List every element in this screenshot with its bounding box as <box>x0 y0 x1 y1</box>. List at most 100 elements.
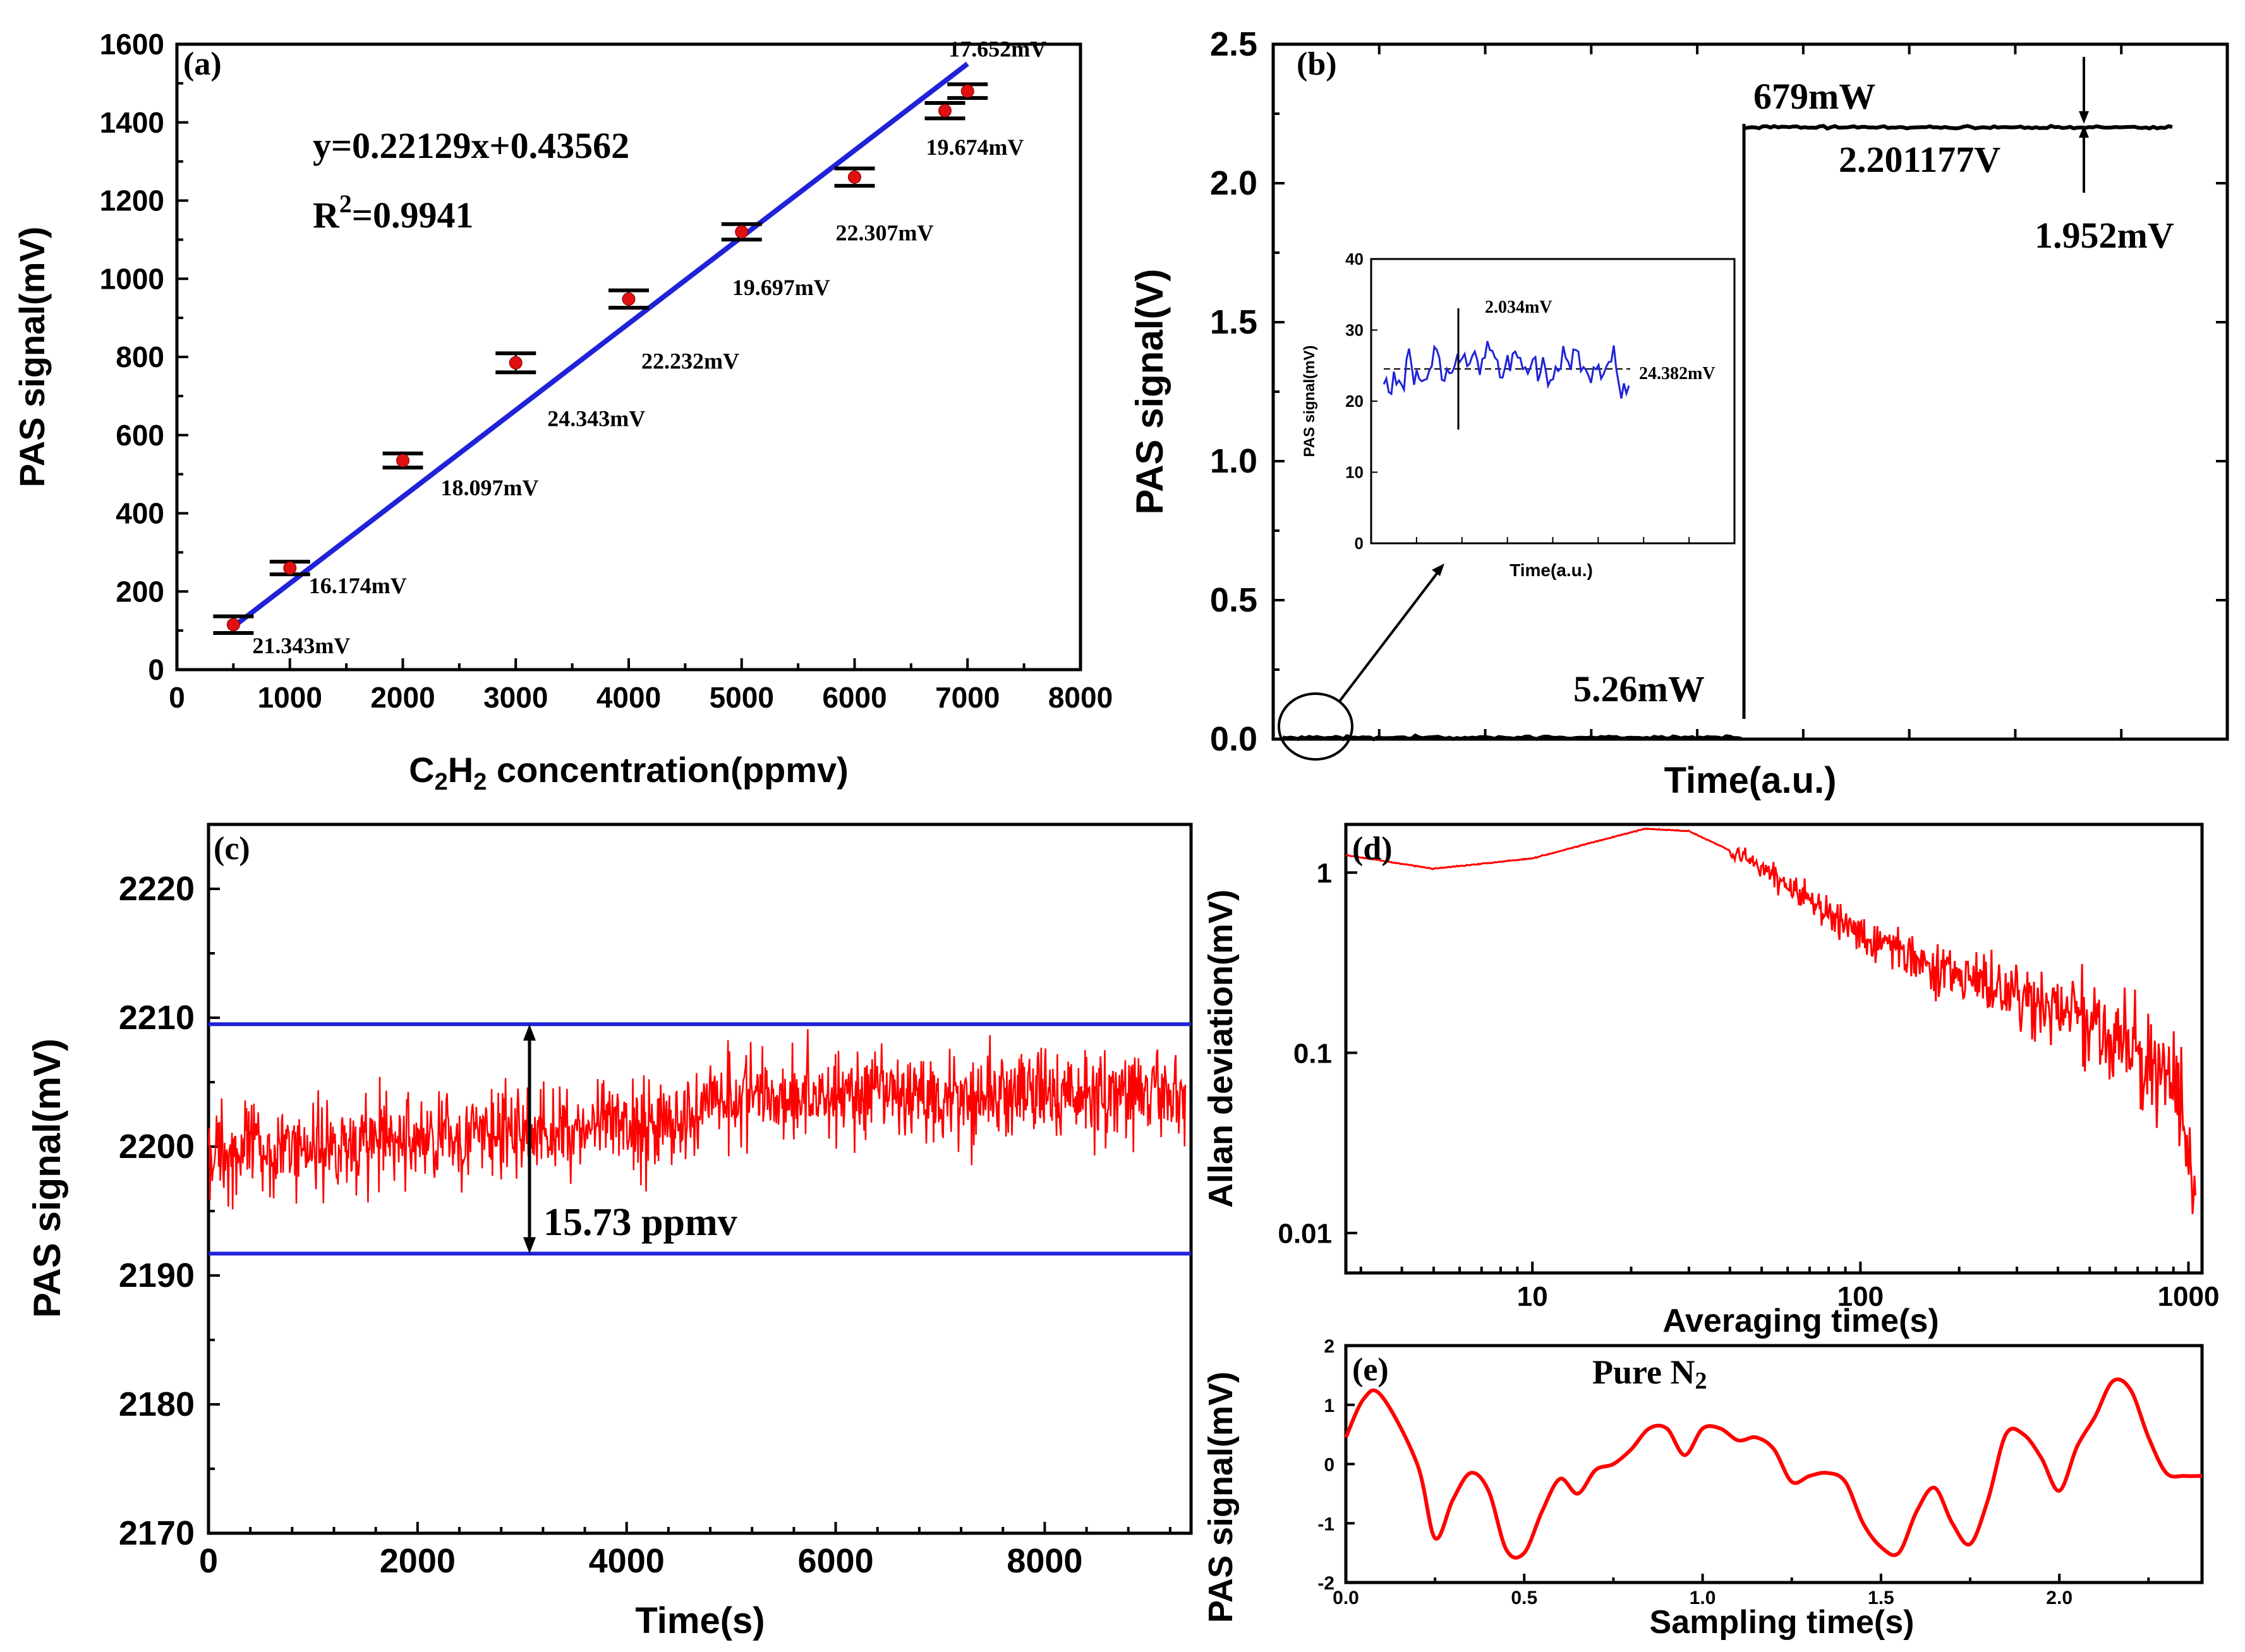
panel-b-y-tick-label: 1.0 <box>1210 442 1257 480</box>
panel-b-high-power-label: 679mW <box>1753 76 1875 117</box>
panel-a: 0 1000 2000 3000 4000 5000 6000 7000 8000 0 200 400… <box>12 28 1113 795</box>
panel-a-error-label: 19.674mV <box>926 135 1024 160</box>
panel-e-y-axis-label: PAS signal(mV) <box>1202 1372 1240 1623</box>
panel-a-error-label: 24.343mV <box>547 406 645 431</box>
panel-c-y-tick-label: 2190 <box>119 1257 195 1294</box>
panel-a-y-tick-label: 600 <box>116 419 164 452</box>
panel-a-y-tick-label: 0 <box>148 653 164 686</box>
panel-a-x-tick-label: 4000 <box>596 681 661 714</box>
panel-b-inset-frame <box>1370 258 1736 545</box>
panel-d-y-tick-label: 1 <box>1317 858 1332 889</box>
panel-b-inset-trace <box>1383 341 1630 399</box>
panel-c-frame <box>207 823 1193 1535</box>
panel-b-y-tick-label: 2.5 <box>1210 25 1257 63</box>
panel-e-y-tick-label: -2 <box>1317 1573 1334 1594</box>
panel-c: 0 2000 4000 6000 8000 2170 2180 2190 2200 2210 222… <box>26 823 1193 1641</box>
panel-c-y-tick-label: 2210 <box>119 999 195 1037</box>
panel-a-error-label: 18.097mV <box>441 475 539 500</box>
panel-b-y-tick-label: 0.5 <box>1210 581 1257 619</box>
panel-d-y-tick-label: 0.1 <box>1293 1038 1332 1069</box>
panel-e-x-tick-label: 0.0 <box>1333 1588 1359 1608</box>
panel-a-x-tick-label: 6000 <box>822 681 887 714</box>
panel-a-x-tick-label: 2000 <box>370 681 435 714</box>
panel-c-label: (c) <box>214 831 250 867</box>
panel-a-y-tick-label: 1200 <box>100 184 164 217</box>
panel-d: 10 100 1000 0.01 0.1 1 (d) Allan deviation(mV… <box>1202 823 2220 1339</box>
panel-e-x-tick-label: 1.5 <box>1868 1588 1894 1608</box>
panel-b-inset-y-tick-label: 30 <box>1345 321 1364 340</box>
panel-e-x-axis-label: Sampling time(s) <box>1650 1604 1915 1641</box>
panel-d-y-tick-label: 0.01 <box>1278 1219 1332 1250</box>
panel-e-label: (e) <box>1352 1352 1389 1388</box>
panel-c-y-tick-label: 2200 <box>119 1128 195 1166</box>
panel-a-data-point <box>938 104 952 118</box>
panel-a-y-tick-label: 1000 <box>100 262 164 295</box>
panel-a-r-squared: R2=0.9941 <box>313 190 473 236</box>
panel-a-data-point <box>396 454 409 467</box>
panel-d-allan-trace <box>1345 827 2196 1214</box>
panel-a-y-axis-label: PAS signal(mV) <box>12 227 52 488</box>
panel-a-y-tick-label: 400 <box>116 497 164 530</box>
panel-e-frame <box>1344 1344 2204 1584</box>
panel-e-signal-trace <box>1344 1377 2203 1560</box>
panel-d-y-axis-label: Allan deviation(mV) <box>1202 889 1240 1208</box>
panel-e-y-tick-label: -1 <box>1317 1514 1334 1534</box>
panel-a-error-label: 17.652mV <box>948 36 1046 61</box>
panel-a-x-tick-label: 7000 <box>935 681 1000 714</box>
panel-b-noise-arrowhead-bottom <box>2079 125 2089 138</box>
panel-a-data-point <box>226 618 240 632</box>
panel-c-x-tick-label: 0 <box>199 1542 218 1580</box>
panel-c-signal-trace <box>207 1028 1187 1210</box>
panel-b-inset-y-tick-label: 0 <box>1355 534 1364 553</box>
panel-a-data-point <box>735 225 749 239</box>
panel-a-x-tick-label: 1000 <box>258 681 322 714</box>
panel-b-high-value-label: 2.201177V <box>1839 139 2000 180</box>
panel-c-y-tick-label: 2170 <box>119 1514 195 1552</box>
panel-b: 0.0 0.5 1.0 1.5 2.0 2.5 679mW 2.201177V 1.952… <box>1129 25 2229 801</box>
panel-b-inset: 0 10 20 30 40 2.034mV 24.382mV PAS signal(mV… <box>1301 250 1736 580</box>
panel-a-error-label: 16.174mV <box>309 573 407 598</box>
panel-b-inset-y-tick-label: 10 <box>1345 463 1364 482</box>
panel-a-y-tick-label: 800 <box>116 341 164 373</box>
panel-a-x-tick-label: 0 <box>169 681 185 714</box>
panel-e-x-tick-label: 1.0 <box>1690 1588 1716 1608</box>
panel-b-inset-noise-label: 2.034mV <box>1485 298 1552 317</box>
panel-b-inset-y-axis-label: PAS signal(mV) <box>1301 346 1318 457</box>
panel-b-inset-mean-label: 24.382mV <box>1639 364 1716 383</box>
panel-d-label: (d) <box>1352 831 1393 867</box>
panel-e-y-tick-label: 1 <box>1324 1396 1334 1416</box>
panel-d-x-axis-label: Averaging time(s) <box>1662 1303 1939 1339</box>
panel-a-x-axis-label: C2H2 concentration(ppmv) <box>409 750 849 795</box>
panel-a-data-point <box>622 292 636 306</box>
panel-b-high-power-trace <box>1743 124 2173 131</box>
panel-a-fit-line <box>231 61 969 629</box>
panel-d-x-tick-label: 10 <box>1517 1281 1548 1312</box>
panel-b-y-axis-label: PAS signal(V) <box>1129 269 1171 515</box>
panel-b-y-tick-label: 1.5 <box>1210 303 1257 341</box>
panel-a-error-label: 22.232mV <box>641 348 739 373</box>
panel-a-data-point <box>509 356 523 370</box>
panel-e-y-tick-label: 2 <box>1324 1336 1334 1357</box>
panel-a-error-label: 19.697mV <box>732 275 830 300</box>
panel-a-y-tick-label: 200 <box>116 575 164 608</box>
panel-a-x-tick-label: 5000 <box>710 681 774 714</box>
panel-b-y-tick-label: 2.0 <box>1210 164 1257 202</box>
panel-d-x-tick-label: 100 <box>1837 1281 1884 1312</box>
panel-d-frame <box>1344 823 2204 1275</box>
panel-b-label: (b) <box>1297 46 1337 82</box>
panel-c-range-arrowhead-up <box>523 1024 536 1041</box>
panel-e: 0.0 0.5 1.0 1.5 2.0 -2 -1 0 1 2 (e) Pure N2 PAS s… <box>1202 1336 2204 1641</box>
panel-b-zoom-circle <box>1278 692 1353 761</box>
panel-c-range-arrowhead-down <box>523 1237 536 1254</box>
panel-a-error-label: 22.307mV <box>836 220 934 245</box>
panel-a-y-tick-label: 1400 <box>100 106 164 139</box>
panel-b-x-axis-label: Time(a.u.) <box>1664 760 1837 801</box>
panel-a-data-point <box>960 84 974 98</box>
panel-c-y-tick-label: 2180 <box>119 1385 195 1423</box>
panel-b-low-power-label: 5.26mW <box>1573 668 1705 709</box>
panel-c-x-tick-label: 4000 <box>589 1542 665 1580</box>
panel-d-x-tick-label: 1000 <box>2158 1281 2220 1312</box>
panel-c-x-axis-label: Time(s) <box>635 1600 765 1641</box>
panel-c-y-tick-label: 2220 <box>119 870 195 908</box>
